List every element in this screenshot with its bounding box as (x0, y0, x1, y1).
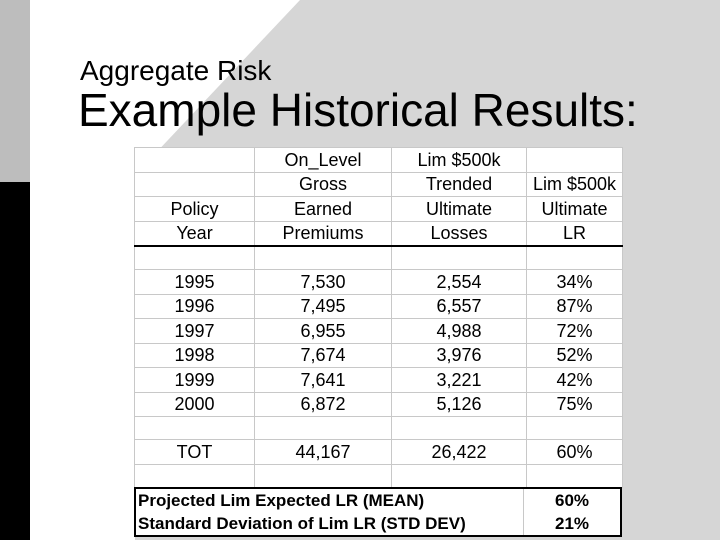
header-cell: Lim $500k (526, 171, 623, 197)
header-row: On_Level Lim $500k (134, 147, 623, 173)
header-cell (134, 171, 255, 197)
table-row: 1996 7,495 6,557 87% (134, 293, 623, 319)
mean-row: Projected Lim Expected LR (MEAN) 60% (136, 489, 620, 512)
std-dev-row: Standard Deviation of Lim LR (STD DEV) 2… (136, 512, 620, 535)
header-cell (526, 147, 623, 173)
year-cell: 1995 (134, 269, 255, 295)
losses-cell: 6,557 (391, 293, 527, 319)
spacer-row (134, 416, 623, 440)
table-row: 1998 7,674 3,976 52% (134, 342, 623, 368)
header-row: Gross Trended Lim $500k (134, 171, 623, 197)
premium-cell: 7,495 (254, 293, 392, 319)
empty-cell (391, 245, 527, 270)
mean-label: Projected Lim Expected LR (MEAN) (138, 491, 425, 510)
year-cell: 1998 (134, 342, 255, 368)
lr-cell: 52% (526, 342, 623, 368)
empty-cell (254, 416, 392, 440)
left-accent-bar-gray (0, 0, 30, 182)
slide-subtitle: Aggregate Risk (80, 55, 272, 86)
lr-cell: 72% (526, 318, 623, 344)
total-label-cell: TOT (134, 439, 255, 465)
year-cell: 1999 (134, 367, 255, 393)
std-dev-value: 21% (523, 512, 620, 535)
premium-cell: 7,530 (254, 269, 392, 295)
empty-cell (391, 463, 527, 488)
losses-cell: 3,976 (391, 342, 527, 368)
spacer-row (134, 245, 623, 270)
losses-cell: 4,988 (391, 318, 527, 344)
slide-title: Example Historical Results: (78, 84, 638, 136)
empty-cell (134, 416, 255, 440)
total-row: TOT 44,167 26,422 60% (134, 439, 623, 465)
table-row: 2000 6,872 5,126 75% (134, 391, 623, 417)
empty-cell (526, 463, 623, 488)
header-row: Policy Earned Ultimate Ultimate (134, 196, 623, 222)
losses-cell: 3,221 (391, 367, 527, 393)
lr-cell: 75% (526, 391, 623, 417)
year-cell: 1996 (134, 293, 255, 319)
summary-box: Projected Lim Expected LR (MEAN) 60% Sta… (134, 487, 622, 537)
premium-cell: 7,641 (254, 367, 392, 393)
header-cell: Ultimate (526, 196, 623, 222)
losses-cell: 5,126 (391, 391, 527, 417)
lr-cell: 34% (526, 269, 623, 295)
header-cell: LR (526, 220, 623, 247)
empty-cell (254, 245, 392, 270)
empty-cell (134, 245, 255, 270)
table-row: 1997 6,955 4,988 72% (134, 318, 623, 344)
header-cell: Trended (391, 171, 527, 197)
empty-cell (134, 463, 255, 488)
header-cell (134, 147, 255, 173)
header-cell: Policy (134, 196, 255, 222)
empty-cell (254, 463, 392, 488)
header-cell: Lim $500k (391, 147, 527, 173)
header-cell: Year (134, 220, 255, 247)
premium-cell: 7,674 (254, 342, 392, 368)
mean-value: 60% (523, 489, 620, 512)
losses-cell: 2,554 (391, 269, 527, 295)
header-row: Year Premiums Losses LR (134, 220, 623, 247)
header-cell: Premiums (254, 220, 392, 247)
empty-cell (526, 416, 623, 440)
year-cell: 2000 (134, 391, 255, 417)
header-cell: Earned (254, 196, 392, 222)
std-dev-label: Standard Deviation of Lim LR (STD DEV) (138, 514, 466, 533)
lr-cell: 42% (526, 367, 623, 393)
header-cell: Losses (391, 220, 527, 247)
header-cell: Ultimate (391, 196, 527, 222)
total-losses-cell: 26,422 (391, 439, 527, 465)
premium-cell: 6,955 (254, 318, 392, 344)
table-row: 1995 7,530 2,554 34% (134, 269, 623, 295)
premium-cell: 6,872 (254, 391, 392, 417)
total-lr-cell: 60% (526, 439, 623, 465)
spacer-row (134, 463, 623, 488)
lr-cell: 87% (526, 293, 623, 319)
header-cell: Gross (254, 171, 392, 197)
table-row: 1999 7,641 3,221 42% (134, 367, 623, 393)
empty-cell (526, 245, 623, 270)
historical-results-table: On_Level Lim $500k Gross Trended Lim $50… (134, 147, 623, 488)
left-accent-bar-black (0, 182, 30, 540)
empty-cell (391, 416, 527, 440)
year-cell: 1997 (134, 318, 255, 344)
header-cell: On_Level (254, 147, 392, 173)
total-premium-cell: 44,167 (254, 439, 392, 465)
